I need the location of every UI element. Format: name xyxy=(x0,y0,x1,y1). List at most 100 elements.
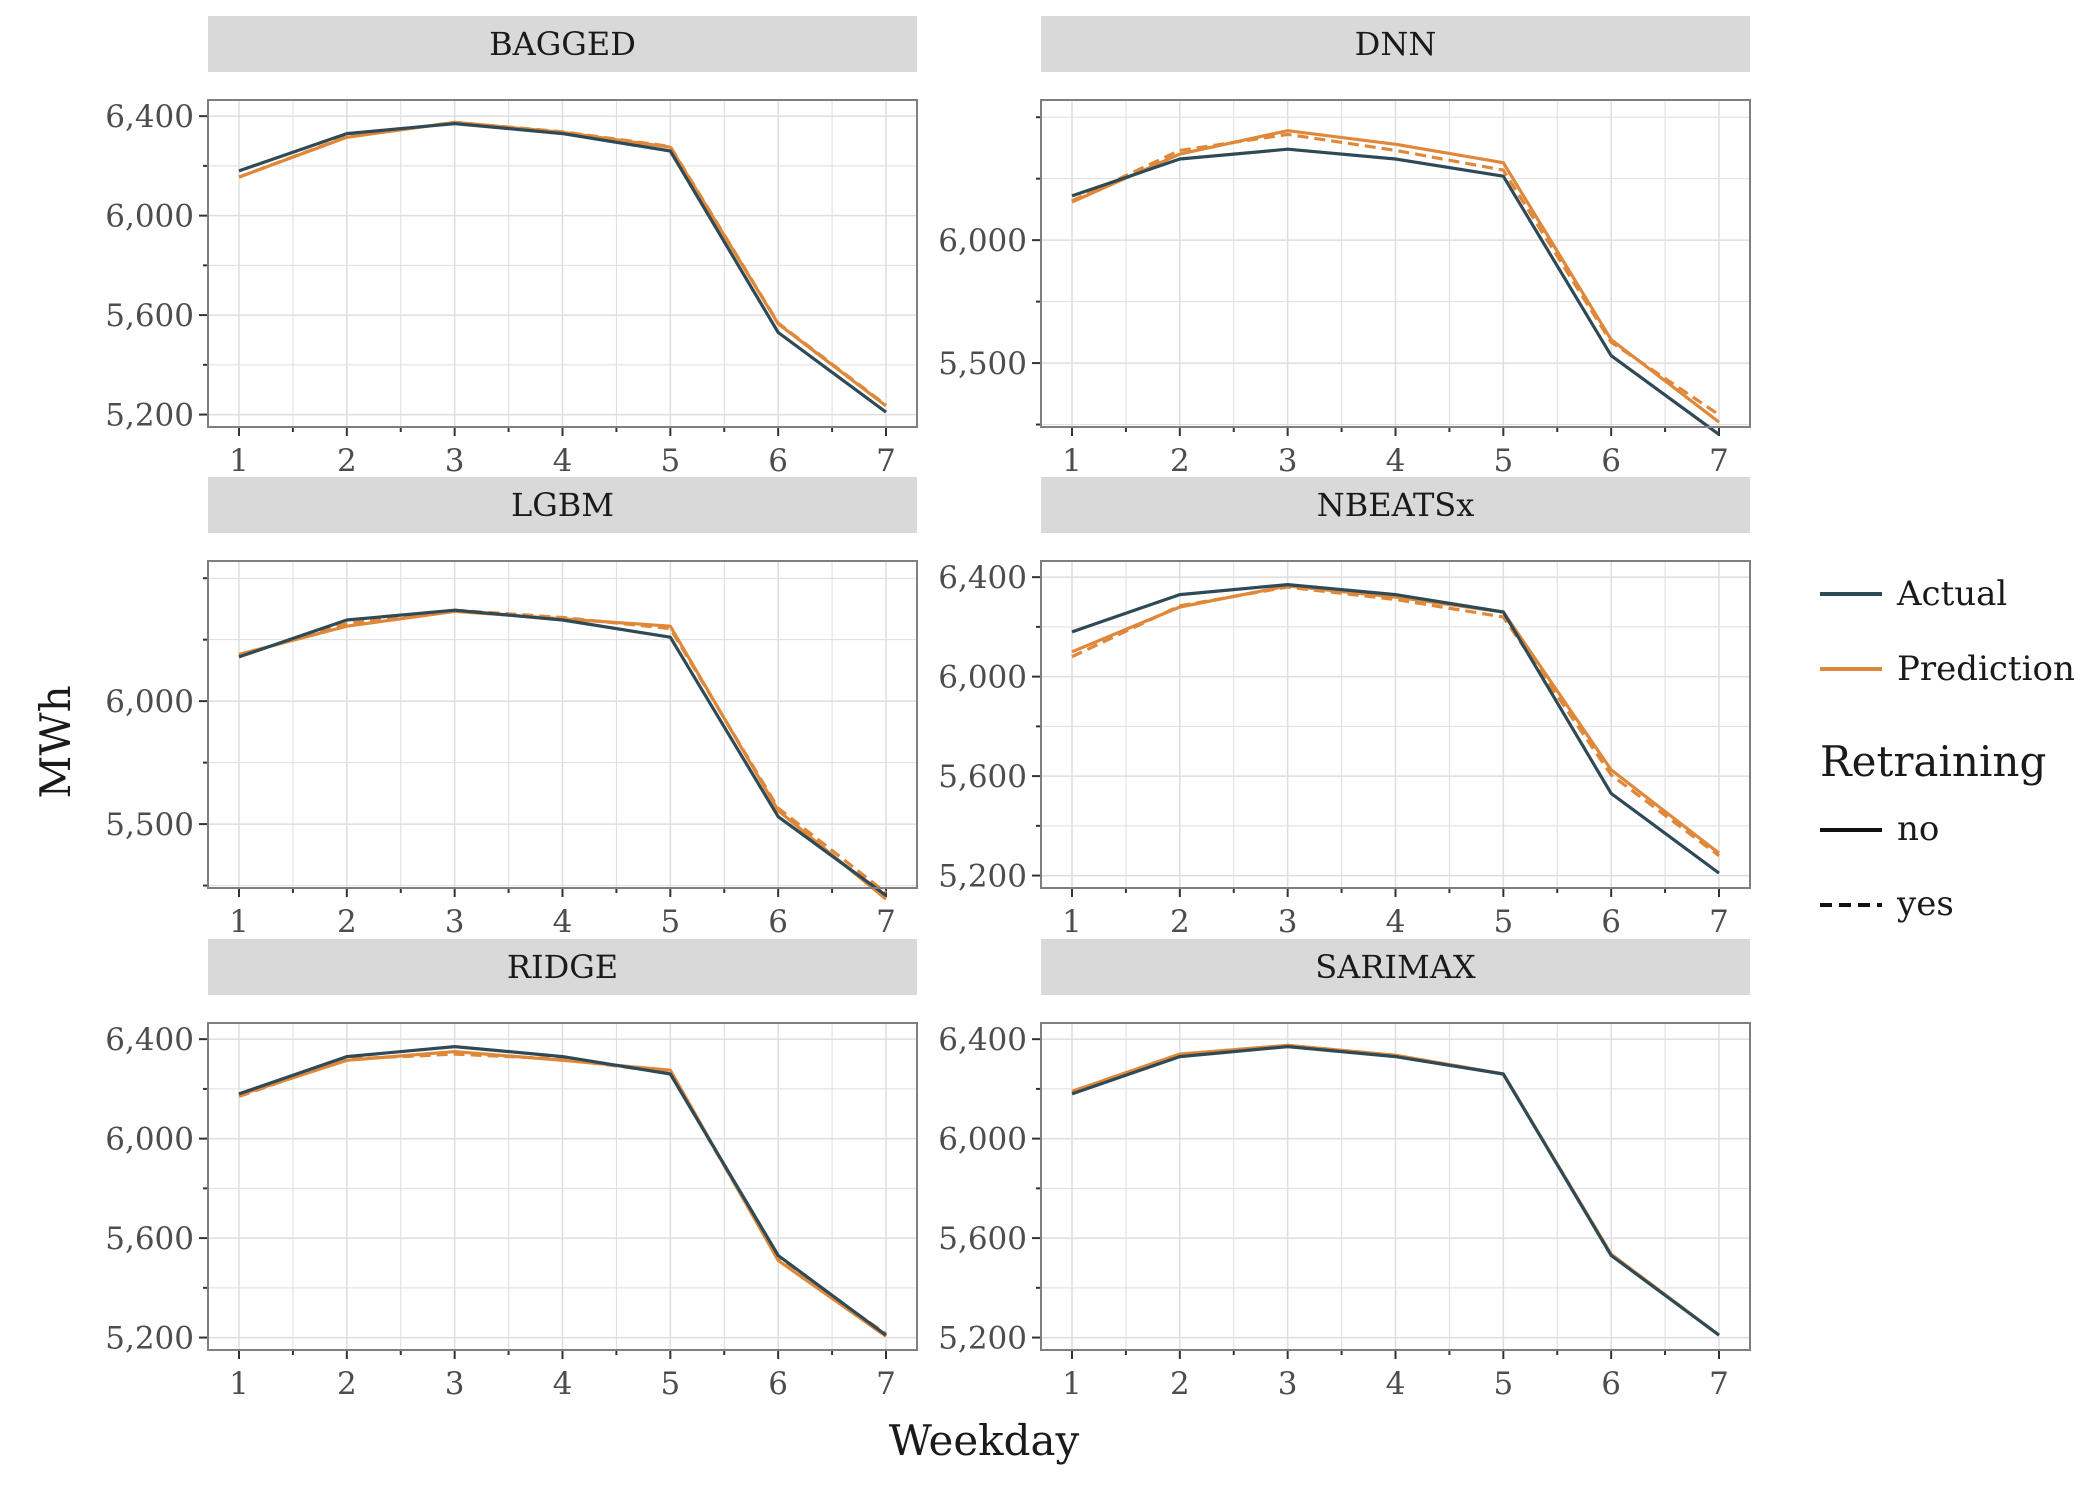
x-tick-label: 7 xyxy=(1709,904,1729,940)
y-tick-label: 6,400 xyxy=(938,560,1027,596)
panel-border xyxy=(207,560,918,889)
x-tick-label: 3 xyxy=(1278,904,1298,940)
y-tick-label: 5,600 xyxy=(938,1221,1027,1257)
y-tick-label: 5,600 xyxy=(105,1221,194,1257)
x-tick-label: 7 xyxy=(876,1366,896,1402)
x-tick-label: 3 xyxy=(1278,443,1298,479)
x-tick-label: 2 xyxy=(1170,904,1190,940)
x-tick-label: 6 xyxy=(768,443,788,479)
x-tick-label: 6 xyxy=(768,1366,788,1402)
x-tick-label: 2 xyxy=(337,904,357,940)
x-tick-label: 1 xyxy=(229,1366,249,1402)
x-tick-label: 1 xyxy=(1062,443,1082,479)
y-tick-label: 6,400 xyxy=(105,1022,194,1058)
x-tick-label: 4 xyxy=(1386,1366,1406,1402)
x-tick-label: 5 xyxy=(1493,1366,1513,1402)
panel-dnn: DNN 5,500 6,000 1 2 3 4 5 6 7 xyxy=(938,16,1751,479)
x-tick-label: 1 xyxy=(1062,904,1082,940)
x-tick-label: 5 xyxy=(1493,904,1513,940)
panels-layer: BAGGED 5,200 5,600 6,000 6,400 1 2 3 4 5 6 7 DNN 5,50… xyxy=(105,16,1751,1402)
x-tick-label: 4 xyxy=(553,443,573,479)
x-tick-label: 7 xyxy=(876,443,896,479)
series-prediction xyxy=(1071,584,1720,855)
x-tick-label: 6 xyxy=(1601,1366,1621,1402)
x-tick-label: 2 xyxy=(337,1366,357,1402)
x-tick-label: 3 xyxy=(1278,1366,1298,1402)
series-actual xyxy=(238,608,887,897)
y-tick-label: 6,000 xyxy=(938,223,1027,259)
x-tick-label: 4 xyxy=(1386,904,1406,940)
panel-strip xyxy=(208,477,917,533)
x-tick-label: 6 xyxy=(768,904,788,940)
x-tick-label: 2 xyxy=(1170,443,1190,479)
x-tick-label: 6 xyxy=(1601,443,1621,479)
y-tick-label: 6,000 xyxy=(105,684,194,720)
x-tick-label: 1 xyxy=(229,443,249,479)
x-tick-label: 4 xyxy=(553,904,573,940)
x-tick-label: 7 xyxy=(1709,1366,1729,1402)
x-tick-label: 2 xyxy=(337,443,357,479)
series-actual xyxy=(1071,582,1720,875)
x-tick-label: 5 xyxy=(660,443,680,479)
y-tick-label: 5,500 xyxy=(938,346,1027,382)
panel-strip xyxy=(208,16,917,72)
x-tick-label: 3 xyxy=(445,904,465,940)
panel-strip xyxy=(1041,16,1750,72)
panel-title: BAGGED xyxy=(489,25,636,63)
legend: Actual Prediction Retraining no yes xyxy=(1820,574,2075,924)
x-tick-label: 3 xyxy=(445,1366,465,1402)
x-tick-label: 6 xyxy=(1601,904,1621,940)
series-actual xyxy=(1071,147,1720,436)
panel-strip xyxy=(208,939,917,995)
panel-title: SARIMAX xyxy=(1315,948,1476,986)
y-tick-label: 6,000 xyxy=(105,1122,194,1158)
panel-border xyxy=(207,1022,918,1351)
x-tick-label: 3 xyxy=(445,443,465,479)
x-tick-label: 1 xyxy=(1062,1366,1082,1402)
y-tick-label: 6,400 xyxy=(938,1022,1027,1058)
x-tick-label: 5 xyxy=(660,904,680,940)
y-tick-label: 6,000 xyxy=(105,199,194,235)
x-tick-label: 4 xyxy=(553,1366,573,1402)
panel-strip xyxy=(1041,477,1750,533)
panel-border xyxy=(207,99,918,428)
x-tick-label: 2 xyxy=(1170,1366,1190,1402)
y-tick-label: 6,400 xyxy=(105,99,194,135)
panel-bagged: BAGGED 5,200 5,600 6,000 6,400 1 2 3 4 5 6 7 xyxy=(105,16,918,479)
panel-lgbm: LGBM 5,500 6,000 1 2 3 4 5 6 7 xyxy=(105,477,918,940)
legend-no-label: no xyxy=(1897,809,1939,849)
y-tick-label: 6,000 xyxy=(938,660,1027,696)
y-tick-label: 5,600 xyxy=(105,298,194,334)
x-tick-label: 4 xyxy=(1386,443,1406,479)
x-tick-label: 5 xyxy=(1493,443,1513,479)
series-actual xyxy=(238,121,887,414)
x-tick-label: 7 xyxy=(876,904,896,940)
y-tick-label: 5,500 xyxy=(105,807,194,843)
panel-title: LGBM xyxy=(511,486,614,524)
series-prediction xyxy=(238,1049,887,1338)
x-axis-title: Weekday xyxy=(889,1416,1080,1465)
y-tick-label: 5,200 xyxy=(105,398,194,434)
series-prediction xyxy=(1071,129,1720,424)
panel-sarimax: SARIMAX 5,200 5,600 6,000 6,400 1 2 3 4 5 6 7 xyxy=(938,939,1751,1402)
y-tick-label: 5,200 xyxy=(938,859,1027,895)
panel-title: DNN xyxy=(1355,25,1437,63)
panel-border xyxy=(1040,560,1751,889)
y-tick-label: 6,000 xyxy=(938,1122,1027,1158)
y-axis-title: MWh xyxy=(31,685,80,798)
y-tick-label: 5,200 xyxy=(105,1321,194,1357)
x-tick-label: 1 xyxy=(229,904,249,940)
series-prediction-retrained xyxy=(1071,132,1720,417)
panel-title: RIDGE xyxy=(507,948,618,986)
panel-border xyxy=(1040,1022,1751,1351)
panel-nbeatsx: NBEATSx 5,200 5,600 6,000 6,400 1 2 3 4 5 6 7 xyxy=(938,477,1751,940)
legend-actual-label: Actual xyxy=(1896,574,2007,614)
legend-retraining-title: Retraining xyxy=(1820,737,2046,786)
y-tick-label: 5,200 xyxy=(938,1321,1027,1357)
y-tick-label: 5,600 xyxy=(938,759,1027,795)
panel-strip xyxy=(1041,939,1750,995)
legend-yes-label: yes xyxy=(1896,884,1954,924)
panel-ridge: RIDGE 5,200 5,600 6,000 6,400 1 2 3 4 5 6 7 xyxy=(105,939,918,1402)
x-tick-label: 7 xyxy=(1709,443,1729,479)
